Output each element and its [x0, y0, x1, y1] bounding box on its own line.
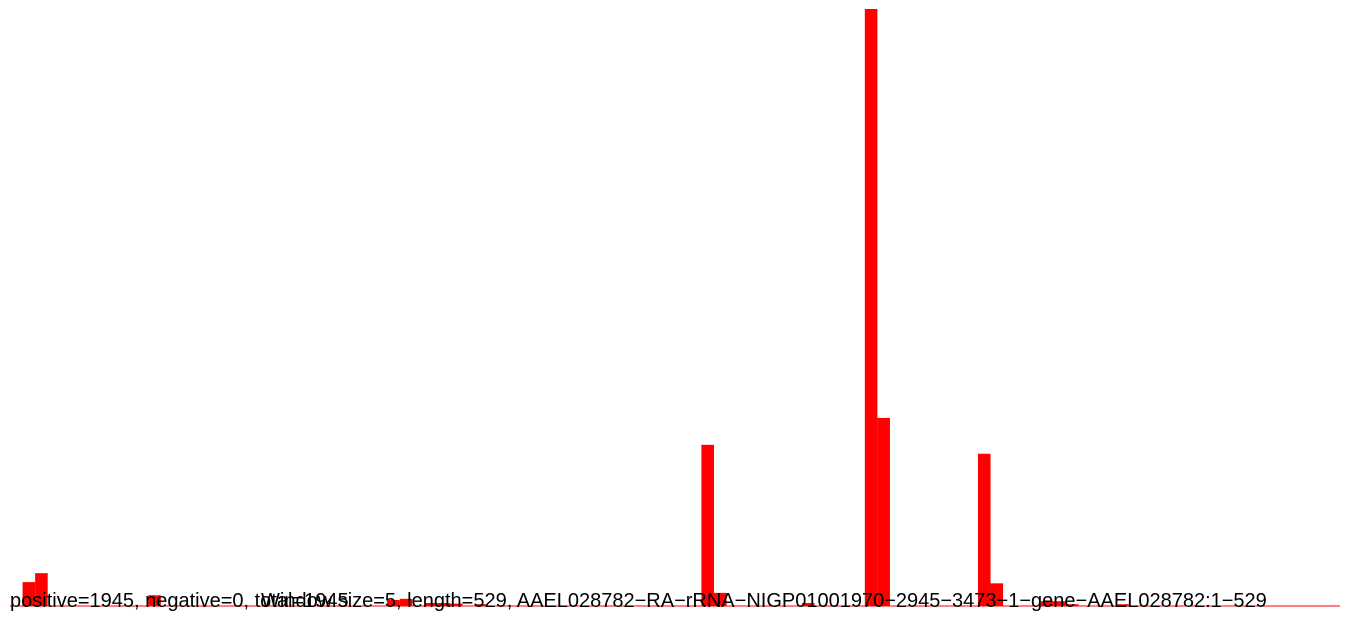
coverage-bar-7	[449, 603, 463, 606]
coverage-bar-8	[475, 604, 488, 606]
bar-group	[22, 9, 1129, 606]
coverage-bar-17	[1053, 601, 1066, 606]
coverage-bar-12	[864, 9, 878, 606]
coverage-bar-13	[877, 417, 890, 606]
coverage-bar-19	[1116, 604, 1129, 606]
coverage-bar-9	[701, 444, 714, 606]
coverage-bar-0	[22, 582, 36, 606]
coverage-bar-2	[148, 595, 161, 606]
coverage-bar-18	[1065, 604, 1079, 606]
coverage-bar-11	[801, 603, 815, 606]
coverage-bar-1	[35, 573, 48, 606]
coverage-bar-14	[977, 453, 991, 606]
coverage-bar-16	[1040, 601, 1054, 606]
caption-counts: positive=1945, negative=0, total=1945	[10, 590, 349, 612]
coverage-bar-4	[399, 598, 413, 606]
coverage-bar-3	[387, 600, 400, 606]
coverage-bar-15	[990, 583, 1004, 606]
coverage-bar-6	[437, 603, 450, 606]
coverage-bar-5	[424, 603, 438, 606]
coverage-bar-10	[713, 592, 727, 606]
caption-window-info: Window size=5, length=529, AAEL028782−RA…	[261, 590, 1267, 612]
